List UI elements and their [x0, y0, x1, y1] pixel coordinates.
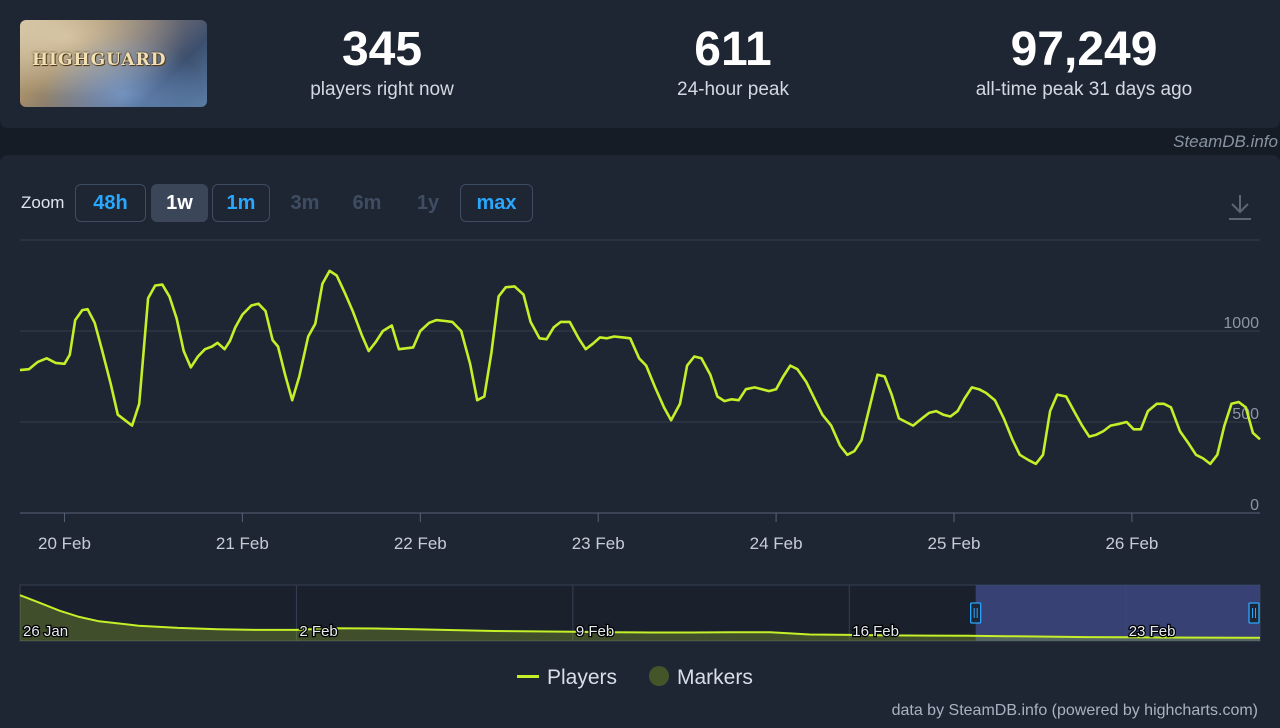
navigator-handle[interactable] [970, 602, 982, 624]
credits-link[interactable]: data by SteamDB.info (powered by highcha… [891, 702, 1258, 719]
zoom-1m-button[interactable]: 1m [212, 184, 270, 222]
peak-24h-stat: 611 24-hour peak [633, 22, 833, 102]
navigator-x-label: 26 Jan [23, 623, 68, 640]
x-tick-label: 20 Feb [38, 534, 91, 553]
players-now-label: players right now [310, 79, 454, 100]
navigator-x-label: 2 Feb [299, 623, 337, 640]
y-tick-label: 0 [1250, 497, 1259, 514]
players-legend-symbol [517, 674, 539, 678]
y-tick-label: 500 [1232, 406, 1259, 423]
navigator-handle[interactable] [1248, 602, 1260, 624]
peak-24h-label: 24-hour peak [677, 79, 789, 100]
zoom-6m-button: 6m [352, 192, 382, 214]
stats-header: HIGHGUARD 345 players right now 611 24-h… [0, 0, 1280, 128]
x-axis: 20 Feb 21 Feb 22 Feb 23 Feb 24 Feb 25 Feb 26 F… [38, 513, 1158, 553]
zoom-1w-button[interactable]: 1w [151, 184, 208, 222]
players-now-value: 345 [341, 23, 423, 76]
navigator-x-label: 16 Feb [852, 623, 899, 640]
zoom-1y-button: 1y [416, 192, 440, 214]
x-tick-label: 23 Feb [572, 534, 625, 553]
x-tick-label: 26 Feb [1105, 534, 1158, 553]
players-series-line[interactable] [19, 269, 1261, 466]
all-time-peak-stat: 97,249 all-time peak 31 days ago [944, 22, 1224, 102]
legend-markers-label: Markers [677, 666, 753, 689]
peak-24h-value: 611 [694, 23, 772, 76]
x-tick-label: 21 Feb [216, 534, 269, 553]
x-tick-label: 22 Feb [394, 534, 447, 553]
legend-players[interactable]: Players [517, 666, 617, 690]
markers-legend-symbol [649, 666, 669, 687]
navigator-selected-range[interactable] [975, 585, 1260, 641]
navigator-handle-box [1248, 602, 1260, 624]
navigator-area [20, 595, 1260, 641]
zoom-max-button[interactable]: max [460, 184, 533, 222]
navigator-x-label: 9 Feb [576, 623, 614, 640]
game-logo: HIGHGUARD [32, 50, 167, 70]
y-tick-label: 1000 [1223, 315, 1259, 332]
navigator-handle-box [970, 602, 982, 624]
navigator[interactable]: 26 Jan 2 Feb 9 Feb 16 Feb 23 Feb [19, 584, 1261, 642]
x-tick-label: 25 Feb [928, 534, 981, 553]
zoom-label: Zoom [21, 193, 65, 212]
download-icon[interactable] [1228, 192, 1252, 222]
zoom-3m-button: 3m [290, 192, 320, 214]
x-tick-label: 24 Feb [750, 534, 803, 553]
legend-players-label: Players [547, 666, 618, 689]
all-time-peak-label: all-time peak 31 days ago [975, 79, 1193, 100]
legend-markers[interactable]: Markers [649, 666, 753, 690]
navigator-x-label: 23 Feb [1129, 623, 1176, 640]
all-time-peak-value: 97,249 [1010, 23, 1158, 76]
navigator-line [19, 594, 1260, 639]
game-cover-art [20, 20, 207, 107]
steamdb-watermark: SteamDB.info [1173, 132, 1278, 151]
y-axis-labels: 1000 500 0 [1223, 315, 1259, 514]
zoom-48h-button[interactable]: 48h [75, 184, 146, 222]
players-now-stat: 345 players right now [282, 22, 482, 102]
game-cover-image[interactable]: HIGHGUARD [20, 20, 207, 107]
grid-lines [20, 239, 1260, 514]
download-icon-glyph [1229, 195, 1251, 220]
